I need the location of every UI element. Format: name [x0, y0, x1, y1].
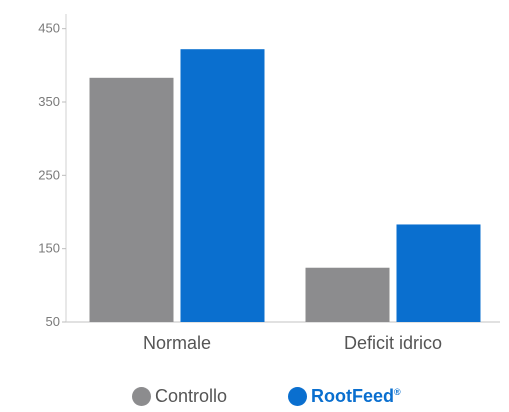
- legend-label-rootfeed: RootFeed®: [311, 386, 401, 407]
- x-axis-labels: Normale Deficit idrico: [143, 333, 442, 353]
- legend-swatch-rootfeed: [288, 387, 307, 406]
- y-tick-label: 150: [38, 241, 60, 256]
- y-tick-label: 250: [38, 167, 60, 182]
- registered-mark: ®: [394, 387, 401, 397]
- legend-item-rootfeed: RootFeed®: [288, 386, 401, 407]
- bar-controllo-normale: [89, 77, 174, 322]
- legend-label-controllo: Controllo: [155, 386, 228, 406]
- y-tick-label: 350: [38, 94, 60, 109]
- bars-group: [89, 49, 481, 322]
- bar-controllo-deficit-idrico: [305, 267, 390, 322]
- bar-rootfeed-normale: [180, 49, 265, 322]
- legend-item-controllo: Controllo: [132, 386, 227, 407]
- y-axis-ticks: 50 150 250 350 450: [38, 21, 66, 329]
- legend: Controllo RootFeed®: [0, 386, 509, 412]
- y-tick-label: 450: [38, 21, 60, 36]
- x-category-label: Deficit idrico: [344, 333, 442, 353]
- x-category-label: Normale: [143, 333, 211, 353]
- legend-swatch-controllo: [132, 387, 151, 406]
- legend-label-rootfeed-text: RootFeed: [311, 386, 394, 406]
- bar-rootfeed-deficit-idrico: [396, 224, 481, 322]
- bar-chart: 50 150 250 350 450 Normale Deficit idrico: [38, 14, 500, 353]
- y-tick-label: 50: [46, 314, 60, 329]
